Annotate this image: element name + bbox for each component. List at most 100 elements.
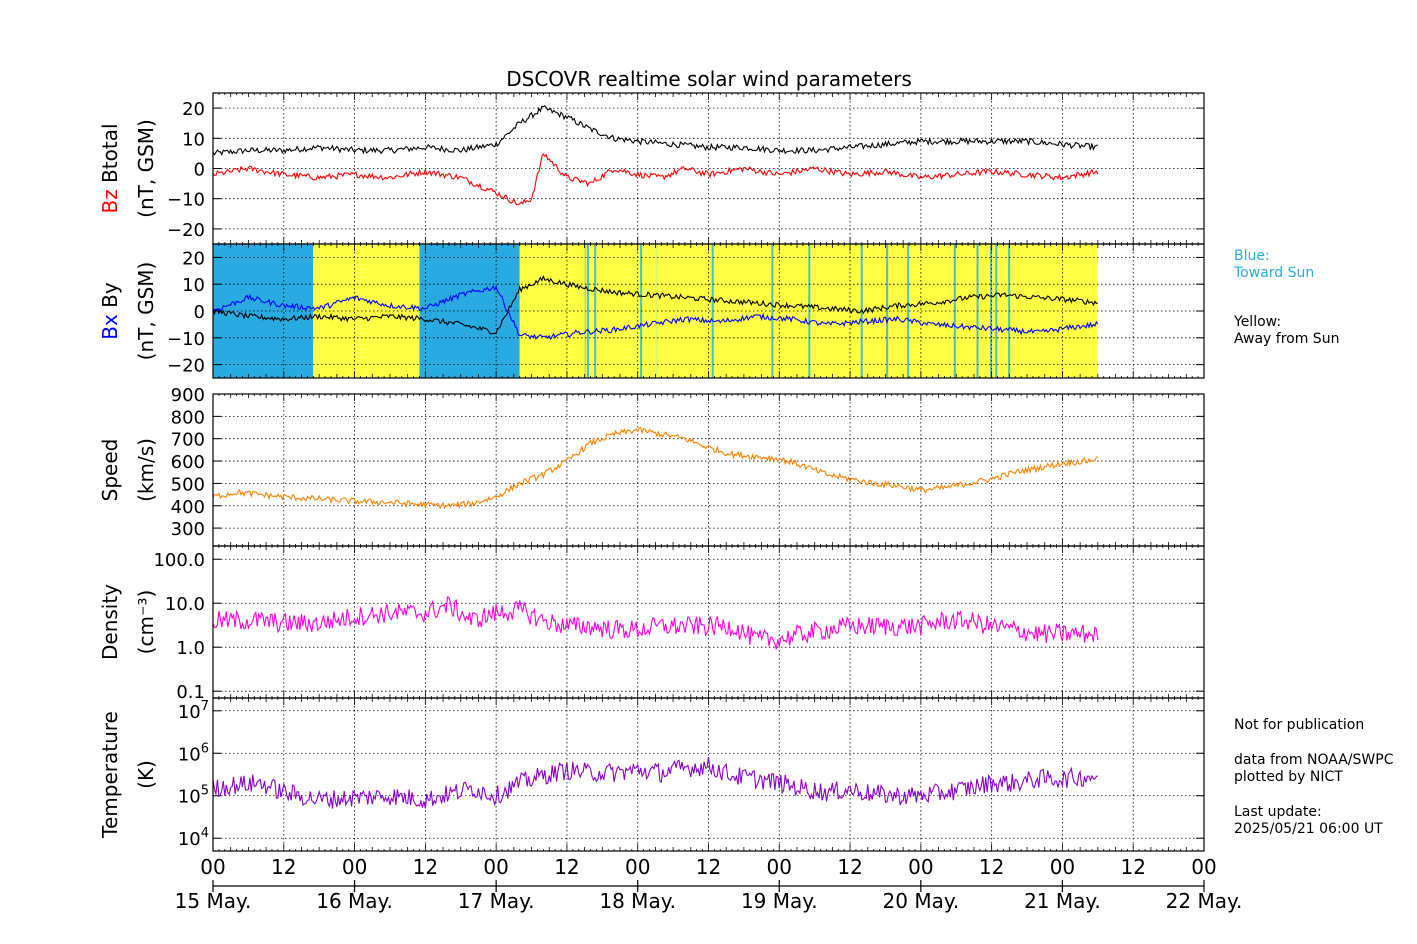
y-axis-label: Speed xyxy=(98,439,122,502)
y-tick-label: 600 xyxy=(171,452,205,473)
day-label: 17 May. xyxy=(458,889,535,913)
sector-stripe xyxy=(651,244,654,378)
day-label: 21 May. xyxy=(1024,889,1101,913)
sector-stripe xyxy=(886,244,889,378)
series-group xyxy=(213,104,1099,206)
series-line-by xyxy=(213,274,1098,335)
panel-temperature: 107 106 105 104 Temperature (K) xyxy=(98,697,1205,852)
sector-stripe xyxy=(594,244,597,378)
y-tick-label: 107 xyxy=(178,699,209,723)
x-tick-label: 12 xyxy=(413,855,438,879)
y-tick-label: 104 xyxy=(178,826,209,850)
y-tick-label: 10.0 xyxy=(165,594,205,615)
y-axis-unit: (km/s) xyxy=(134,438,158,502)
yellow-legend-text: Away from Sun xyxy=(1234,331,1340,347)
day-label: 15 May. xyxy=(175,889,252,913)
y-tick-label: 10 xyxy=(182,275,205,296)
panel-btotal-bz: 20 10 0 −10 −20 Bz Btotal (nT, GSM) xyxy=(98,92,1205,245)
sector-stripe xyxy=(782,244,785,378)
x-tick-label: 00 xyxy=(625,855,650,879)
last-update-label: Last update: xyxy=(1234,804,1322,820)
sector-stripe xyxy=(959,244,962,378)
series-line-bz xyxy=(213,153,1099,206)
sector-stripe xyxy=(635,244,638,378)
y-tick-label: 106 xyxy=(178,741,209,765)
y-axis-unit: (nT, GSM) xyxy=(134,262,158,361)
y-tick-label: 500 xyxy=(171,474,205,495)
x-tick-label: 00 xyxy=(908,855,933,879)
y-tick-label: 20 xyxy=(182,99,205,120)
sector-stripe xyxy=(907,244,910,378)
series-group xyxy=(213,596,1099,650)
y-axis-label: Temperature xyxy=(98,711,122,839)
blue-legend-title: Blue: xyxy=(1234,248,1270,264)
series-line-bx xyxy=(213,285,1099,341)
sector-stripe xyxy=(586,244,589,378)
sector-stripe xyxy=(771,244,774,378)
sector-stripe xyxy=(654,244,657,378)
sector-stripe xyxy=(934,244,937,378)
y-axis-label: Density xyxy=(98,584,122,660)
y-tick-label: 10 xyxy=(182,129,205,150)
y-tick-label: 105 xyxy=(178,784,209,808)
y-tick-label: 0 xyxy=(194,160,205,181)
y-tick-label: 800 xyxy=(171,407,205,428)
sector-stripe xyxy=(787,244,790,378)
sector-stripe xyxy=(990,244,993,378)
y-tick-label: −10 xyxy=(167,329,205,350)
x-tick-label: 00 xyxy=(483,855,508,879)
data-source-note: data from NOAA/SWPC xyxy=(1234,752,1394,768)
y-axis-label: Bx By xyxy=(98,282,122,340)
sector-stripe xyxy=(1003,244,1006,378)
panel-by-bx: 20 10 0 −10 −20 Bx By (nT, GSM) xyxy=(98,243,1205,379)
yellow-legend-title: Yellow: xyxy=(1234,314,1282,330)
panel-density: 100.0 10.0 1.0 0.1 Density (cm⁻³) xyxy=(98,545,1205,703)
series-group xyxy=(213,426,1098,510)
y-tick-label: 20 xyxy=(182,248,205,269)
sector-stripe xyxy=(883,244,886,378)
y-axis-unit: (cm⁻³) xyxy=(134,590,158,655)
y-axis-label: Bz Btotal xyxy=(98,123,122,213)
last-update-value: 2025/05/21 06:00 UT xyxy=(1234,821,1383,837)
sector-stripe xyxy=(573,244,576,378)
y-tick-label: 900 xyxy=(171,385,205,406)
x-tick-label: 00 xyxy=(767,855,792,879)
plotted-by-note: plotted by NICT xyxy=(1234,769,1343,785)
x-tick-label: 12 xyxy=(696,855,721,879)
chart-title: DSCOVR realtime solar wind parameters xyxy=(506,67,912,91)
y-tick-label: −10 xyxy=(167,190,205,211)
y-tick-label: −20 xyxy=(167,220,205,241)
sector-stripe xyxy=(995,244,998,378)
y-tick-label: 700 xyxy=(171,430,205,451)
panels-group: 20 10 0 −10 −20 Bz Btotal (nT, GSM) 20 10 0 −10 −20… xyxy=(98,92,1205,852)
y-tick-label: 300 xyxy=(171,519,205,540)
series-line-speed xyxy=(213,426,1098,510)
day-label: 22 May. xyxy=(1166,889,1243,913)
series-group xyxy=(213,756,1099,809)
x-tick-label: 00 xyxy=(1191,855,1216,879)
x-tick-label: 00 xyxy=(1050,855,1075,879)
x-tick-label: 12 xyxy=(837,855,862,879)
y-tick-label: 1.0 xyxy=(176,638,205,659)
y-tick-label: 0.1 xyxy=(176,682,205,703)
sector-stripe xyxy=(873,244,876,378)
day-label: 19 May. xyxy=(741,889,818,913)
y-tick-label: 100.0 xyxy=(153,550,205,571)
series-line-density xyxy=(213,596,1099,650)
x-tick-label: 00 xyxy=(342,855,367,879)
x-tick-label: 12 xyxy=(1120,855,1145,879)
sector-stripe xyxy=(583,244,586,378)
y-tick-label: −20 xyxy=(167,356,205,377)
sector-stripe xyxy=(953,244,956,378)
y-tick-label: 400 xyxy=(171,497,205,518)
blue-legend-text: Toward Sun xyxy=(1234,265,1315,281)
day-label: 16 May. xyxy=(316,889,393,913)
y-tick-label: 0 xyxy=(194,302,205,323)
x-tick-label: 12 xyxy=(554,855,579,879)
not-for-publication-note: Not for publication xyxy=(1234,717,1365,733)
y-axis-unit: (K) xyxy=(134,760,158,789)
y-axis-unit: (nT, GSM) xyxy=(134,119,158,218)
x-axis: 00 12 00 12 00 12 00 12 00 12 00 12 00 12 00 15 May. 16 … xyxy=(175,855,1243,913)
